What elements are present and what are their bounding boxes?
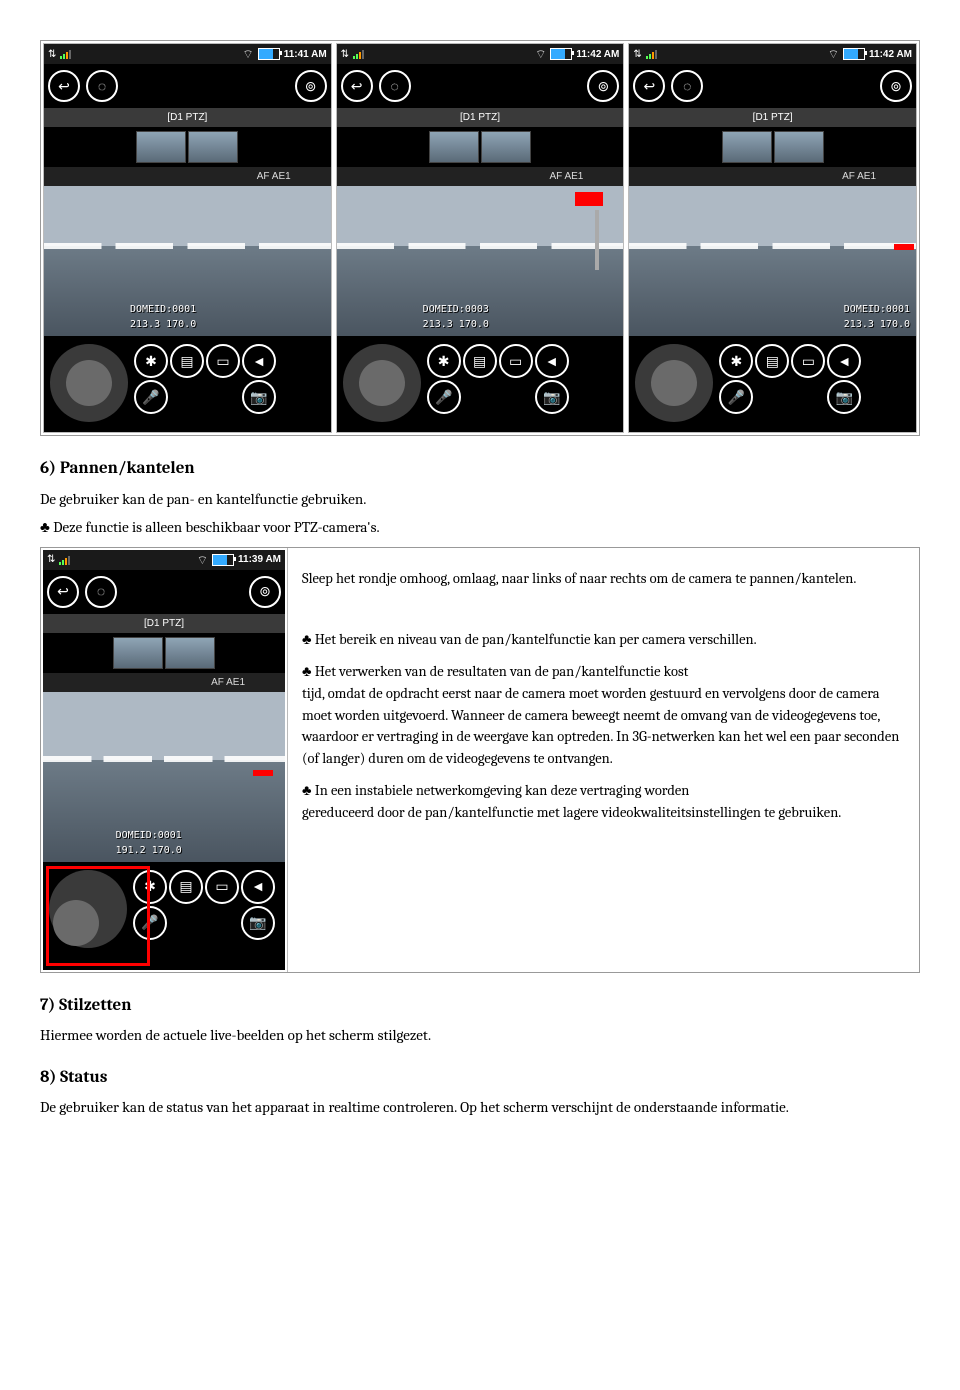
phone-screenshot-3: ⇅ ⌔11:42 AM ↩◌ ⊚ [D1 PTZ] AF AE1 DOMEID:…	[628, 43, 917, 433]
video-feed: DOMEID:0001 213.3 170.0	[629, 186, 916, 336]
ptz-joystick[interactable]	[50, 344, 128, 422]
pantilt-note-range: Het bereik en niveau van de pan/kantelfu…	[302, 629, 905, 651]
pantilt-note-network-lead: In een instabiele netwerkomgeving kan de…	[302, 782, 689, 799]
ptz-joystick[interactable]	[343, 344, 421, 422]
osd-text: DOMEID:0001 213.3 170.0	[130, 302, 196, 332]
pantilt-note-delay-body: tijd, omdat de opdracht eerst naar de ca…	[302, 685, 899, 767]
network-icon[interactable]: ◌	[671, 70, 703, 102]
phone-screenshot-2: ⇅ ⌔11:42 AM ↩◌ ⊚ [D1 PTZ] AF AE1 DOMEID:…	[336, 43, 625, 433]
phone-screenshot-pantilt: ⇅ ⌔11:39 AM ↩◌ ⊚ [D1 PTZ] AF AE1 DOMEID:…	[43, 550, 285, 970]
section-8-body: De gebruiker kan de status van het appar…	[40, 1096, 920, 1119]
thumbnail-strip	[44, 127, 331, 167]
network-icon[interactable]: ◌	[85, 576, 117, 608]
video-feed: DOMEID:0001 191.2 170.0	[43, 692, 285, 862]
menu-icon[interactable]: ⊚	[880, 70, 912, 102]
video-feed: DOMEID:0003 213.3 170.0	[337, 186, 624, 336]
pantilt-instruction: Sleep het rondje omhoog, omlaag, naar li…	[302, 568, 905, 590]
back-icon[interactable]: ↩	[341, 70, 373, 102]
pan-tilt-description: Sleep het rondje omhoog, omlaag, naar li…	[288, 548, 919, 972]
back-icon[interactable]: ↩	[47, 576, 79, 608]
section-6-intro: De gebruiker kan de pan- en kantelfuncti…	[40, 488, 920, 511]
mic-icon[interactable]: 🎤	[134, 380, 168, 414]
section-8-title: 8) Status	[40, 1065, 920, 1091]
network-icon[interactable]: ◌	[86, 70, 118, 102]
phone-screenshot-1: ⇅ ⌔11:41 AM ↩ ◌ ⊚ [D1 PTZ] AF AE1 DOMEID…	[43, 43, 332, 433]
ptz-joystick[interactable]	[635, 344, 713, 422]
video-feed: DOMEID:0001 213.3 170.0	[44, 186, 331, 336]
section-6-note: Deze functie is alleen beschikbaar voor …	[40, 516, 920, 539]
menu-icon[interactable]: ⊚	[249, 576, 281, 608]
pantilt-note-delay-lead: Het verwerken van de resultaten van de p…	[302, 663, 688, 680]
freeze-icon[interactable]: ✱	[134, 344, 168, 378]
section-7-body: Hiermee worden de actuele live-beelden o…	[40, 1024, 920, 1047]
menu-icon[interactable]: ⊚	[587, 70, 619, 102]
camera-icon[interactable]: 📷	[242, 380, 276, 414]
pantilt-note-network-body: gereduceerd door de pan/kantelfunctie me…	[302, 804, 841, 821]
sound-icon[interactable]: ◄	[242, 344, 276, 378]
fullscreen-icon[interactable]: ▭	[206, 344, 240, 378]
clipboard-icon[interactable]: ▤	[170, 344, 204, 378]
screenshot-row-top: ⇅ ⌔11:41 AM ↩ ◌ ⊚ [D1 PTZ] AF AE1 DOMEID…	[40, 40, 920, 436]
network-icon[interactable]: ◌	[379, 70, 411, 102]
pan-tilt-table: ⇅ ⌔11:39 AM ↩◌ ⊚ [D1 PTZ] AF AE1 DOMEID:…	[40, 547, 920, 973]
menu-icon[interactable]: ⊚	[295, 70, 327, 102]
section-6-title: 6) Pannen/kantelen	[40, 456, 920, 482]
section-7-title: 7) Stilzetten	[40, 993, 920, 1019]
app-topbar: ↩ ◌ ⊚	[44, 64, 331, 108]
back-icon[interactable]: ↩	[633, 70, 665, 102]
control-bar: ✱ ▤ ▭ ◄ 🎤 📷	[44, 336, 331, 433]
clock: 11:41 AM	[284, 47, 327, 62]
af-label: AF AE1	[44, 167, 331, 186]
camera-label: [D1 PTZ]	[44, 108, 331, 127]
statusbar: ⇅ ⌔11:41 AM	[44, 44, 331, 64]
joystick-highlight-box	[46, 866, 150, 966]
back-icon[interactable]: ↩	[48, 70, 80, 102]
